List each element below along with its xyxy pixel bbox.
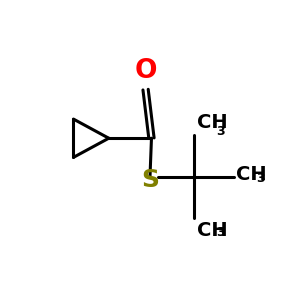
Text: CH: CH — [196, 221, 227, 240]
Text: O: O — [134, 58, 157, 84]
Text: 3: 3 — [217, 226, 225, 239]
Text: CH: CH — [196, 113, 227, 132]
Text: 3: 3 — [256, 172, 265, 185]
Text: 3: 3 — [217, 124, 225, 138]
Text: S: S — [141, 168, 159, 192]
Text: CH: CH — [236, 165, 267, 184]
